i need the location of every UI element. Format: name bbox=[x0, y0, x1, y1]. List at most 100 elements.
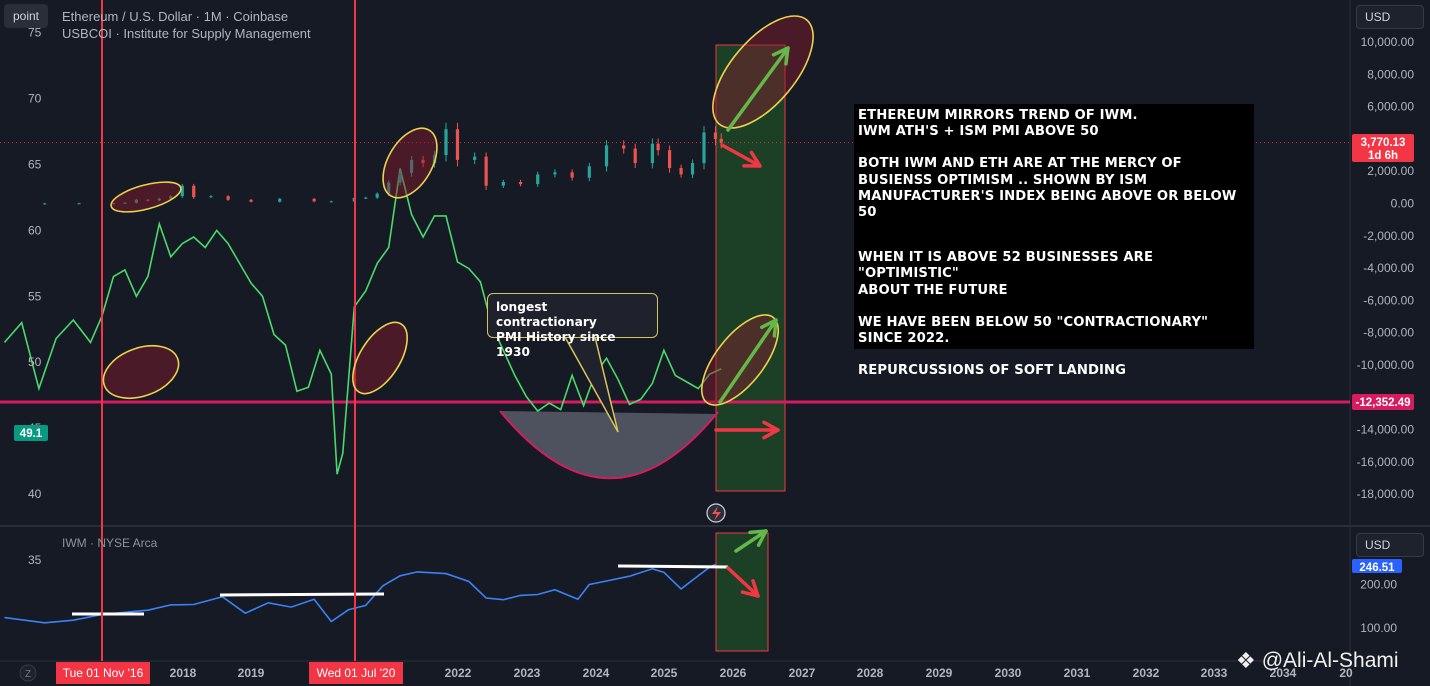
note-line: BUSIENSS OPTIMISM .. SHOWN BY ISM bbox=[858, 172, 1148, 188]
pmi-axis-tick: 55 bbox=[28, 289, 42, 303]
iwm-series-layer bbox=[4, 563, 729, 624]
eth-candle bbox=[702, 132, 706, 164]
green-arrow-up[interactable] bbox=[718, 318, 778, 404]
eth-candle bbox=[473, 156, 477, 160]
eth-candle bbox=[226, 196, 230, 200]
time-axis-label: 2023 bbox=[514, 666, 541, 680]
highlight-ellipse[interactable] bbox=[342, 313, 418, 402]
eth-candle bbox=[501, 182, 505, 186]
pmi-axis-tick: 75 bbox=[28, 26, 42, 40]
eth-candle bbox=[375, 193, 379, 198]
time-axis-label: 2018 bbox=[170, 666, 197, 680]
eth-candle bbox=[169, 196, 173, 199]
green-arrow-up-shaft bbox=[726, 46, 790, 132]
pmi-axis-tick: 70 bbox=[28, 92, 42, 106]
pmi-axis-tick: 50 bbox=[28, 355, 42, 369]
highlight-ellipse[interactable] bbox=[108, 176, 184, 218]
annotation-shapes-layer bbox=[96, 0, 831, 598]
pmi-callout[interactable]: longest contractionary PMI History since… bbox=[487, 293, 658, 359]
date-marker-tag-bg bbox=[56, 662, 150, 684]
eth-candle bbox=[398, 172, 402, 183]
green-arrow-up-shaft bbox=[734, 529, 768, 553]
green-arrow-up[interactable] bbox=[726, 46, 790, 132]
author-watermark: ❖ @Ali-Al-Shami bbox=[1236, 648, 1399, 674]
eth-candle bbox=[123, 202, 127, 204]
eth-candle bbox=[364, 197, 368, 199]
eth-candle bbox=[656, 143, 660, 151]
note-spacer bbox=[858, 347, 1250, 363]
eth-price-tag-text: 1d 6h bbox=[1368, 150, 1398, 162]
forecast-zone-upper bbox=[715, 44, 786, 492]
date-marker-tag[interactable]: Tue 01 Nov '16 bbox=[56, 662, 150, 684]
level-price-tag-text: -12,352.49 bbox=[1356, 397, 1411, 409]
eth-candle bbox=[633, 148, 637, 164]
pmi-axis-tick: 40 bbox=[28, 487, 42, 501]
eth-candle bbox=[713, 132, 718, 139]
eth-candle bbox=[553, 172, 557, 175]
iwm-price-tag-bg bbox=[1352, 559, 1402, 573]
highlight-ellipse[interactable] bbox=[688, 303, 792, 418]
red-arrow-right[interactable] bbox=[714, 420, 780, 440]
red-arrow-down[interactable] bbox=[720, 143, 762, 168]
symbol-button[interactable]: point bbox=[4, 4, 48, 28]
eth-price-tag-text: 3,770.13 bbox=[1361, 137, 1406, 149]
pmi-value-tag[interactable]: 49.1 bbox=[14, 425, 48, 441]
time-axis-label: 2022 bbox=[445, 666, 472, 680]
currency-selector-top[interactable]: USD bbox=[1356, 5, 1424, 29]
eth-candle bbox=[690, 163, 695, 175]
iwm-price-tag[interactable]: 246.51 bbox=[1352, 559, 1402, 574]
price-axis-tick: -2,000.00 bbox=[1363, 229, 1414, 243]
pmi-value-tag-bg bbox=[14, 425, 48, 441]
timezone-icon-bg bbox=[19, 664, 37, 682]
note-line: SINCE 2022. bbox=[858, 331, 950, 347]
highlight-ellipse[interactable] bbox=[695, 0, 831, 145]
time-axis-label: 20 bbox=[1339, 666, 1353, 680]
eth-candle bbox=[622, 145, 626, 149]
eth-candle bbox=[432, 155, 437, 164]
price-axis-tick: 8,000.00 bbox=[1367, 67, 1414, 81]
price-axis-tick: -18,000.00 bbox=[1357, 487, 1415, 501]
iwm-resistance-line[interactable] bbox=[219, 592, 385, 597]
iwm-price-tag-text: 246.51 bbox=[1359, 562, 1395, 574]
level-price-tag[interactable]: -12,352.49 bbox=[1352, 394, 1414, 410]
axis-labels-layer: 1051009590858075706560555045403510,000.0… bbox=[14, 26, 1415, 684]
note-line: ETHEREUM MIRRORS TREND OF IWM. bbox=[858, 108, 1138, 123]
timezone-icon[interactable]: Z bbox=[19, 664, 37, 682]
note-line: IWM ATH'S + ISM PMI ABOVE 50 bbox=[858, 124, 1099, 140]
iwm-axis-tick: 200.00 bbox=[1360, 578, 1397, 592]
price-axis-tick: -10,000.00 bbox=[1357, 358, 1415, 372]
red-arrow-down[interactable] bbox=[726, 566, 760, 598]
iwm-axis-tick: 100.00 bbox=[1360, 621, 1397, 635]
note-line: BOTH IWM AND ETH ARE AT THE MERCY OF bbox=[858, 156, 1182, 172]
bolt-icon-glyph bbox=[712, 506, 721, 521]
eth-candle bbox=[679, 167, 683, 175]
eth-candle bbox=[43, 203, 47, 205]
eth-candle bbox=[668, 150, 672, 168]
time-axis-label: 2030 bbox=[995, 666, 1022, 680]
highlight-ellipse[interactable] bbox=[96, 336, 186, 408]
callout-line: PMI History since 1930 bbox=[496, 330, 616, 359]
red-arrow-down-shaft bbox=[720, 143, 762, 168]
note-line: ABOUT THE FUTURE bbox=[858, 282, 1008, 298]
note-spacer bbox=[858, 299, 1250, 315]
price-axis-tick: -4,000.00 bbox=[1363, 261, 1414, 275]
date-marker-tag-bg bbox=[309, 662, 403, 684]
currency-selector-bottom[interactable]: USD bbox=[1356, 533, 1424, 557]
time-axis-label: 2031 bbox=[1064, 666, 1091, 680]
green-arrow-up[interactable] bbox=[734, 529, 768, 553]
pmi-line[interactable] bbox=[3, 168, 722, 475]
price-axis-tick: -8,000.00 bbox=[1363, 326, 1414, 340]
annotation-note[interactable]: ETHEREUM MIRRORS TREND OF IWM. IWM ATH'S… bbox=[854, 104, 1254, 378]
green-arrow-up-shaft bbox=[718, 318, 778, 404]
diamond-logo-icon: ❖ bbox=[1236, 648, 1256, 673]
green-arrow-up-head bbox=[771, 46, 790, 66]
iwm-resistance-line[interactable] bbox=[617, 564, 729, 569]
eth-candle bbox=[650, 143, 654, 164]
level-price-tag-bg bbox=[1352, 394, 1414, 410]
highlight-ellipse[interactable] bbox=[372, 119, 448, 207]
pmi-axis-tick: 65 bbox=[28, 158, 42, 172]
contraction-bowl-outline bbox=[499, 410, 719, 480]
date-marker-tag[interactable]: Wed 01 Jul '20 bbox=[309, 662, 403, 684]
iwm-line[interactable] bbox=[4, 563, 716, 624]
